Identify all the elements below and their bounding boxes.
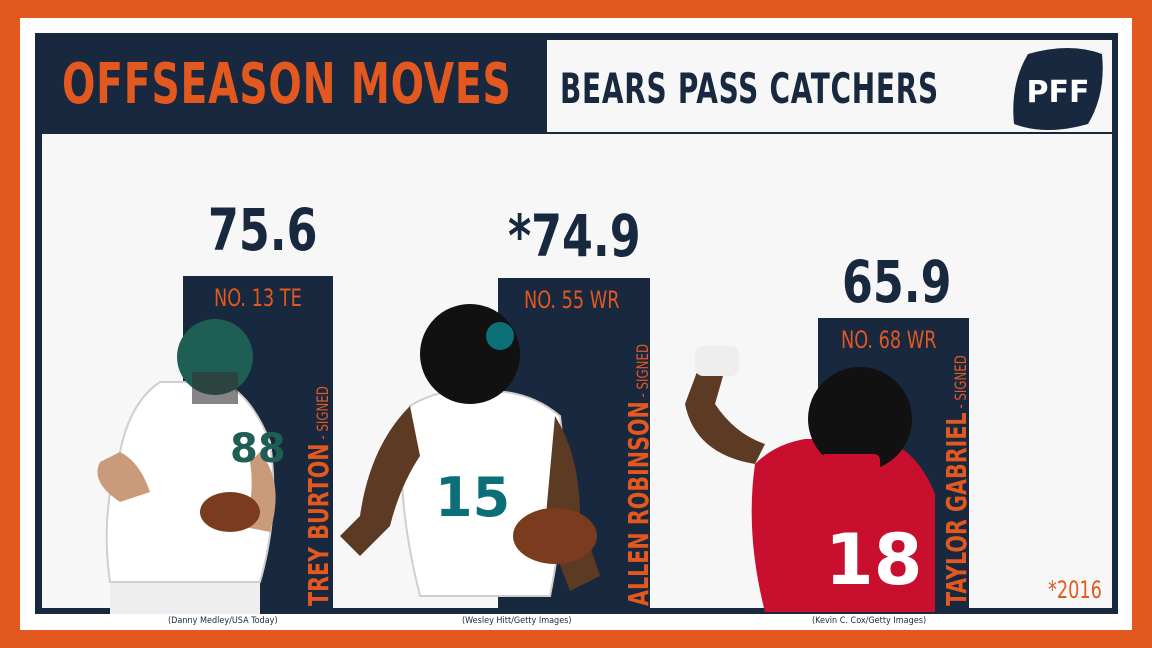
rank-taylor-gabriel: NO. 68 WR [841, 326, 937, 354]
rank-trey-burton: NO. 13 TE [214, 284, 302, 312]
pff-logo-text: PFF [1027, 75, 1090, 110]
grade-allen-robinson: *74.9 [508, 202, 641, 270]
rank-allen-robinson: NO. 55 WR [524, 286, 620, 314]
status-text: - SIGNED [951, 355, 970, 409]
player-photo-taylor-gabriel: 18 [685, 346, 935, 612]
photo-credit-taylor-gabriel: (Kevin C. Cox/Getty Images) [812, 616, 927, 626]
player-photo-trey-burton: 88 [97, 319, 286, 614]
name-text: ALLEN ROBINSON [622, 401, 655, 606]
grade-taylor-gabriel: 65.9 [842, 248, 952, 316]
pff-logo: PFF [1013, 48, 1103, 130]
title-box [42, 40, 541, 132]
page-subtitle: BEARS PASS CATCHERS [560, 64, 939, 113]
jersey-number: 88 [230, 426, 286, 472]
jersey-number: 18 [825, 519, 922, 601]
jersey-number: 15 [435, 466, 510, 529]
photo-credit-trey-burton: (Danny Medley/USA Today) [168, 616, 278, 626]
photo-credit-allen-robinson: (Wesley Hitt/Getty Images) [462, 616, 572, 626]
page-title: OFFSEASON MOVES [62, 52, 512, 117]
grade-trey-burton: 75.6 [208, 196, 318, 264]
player-photo-allen-robinson: 15 [340, 304, 600, 597]
name-allen-robinson: ALLEN ROBINSON - SIGNED [622, 344, 655, 606]
status-text: - SIGNED [633, 343, 652, 398]
footnote: *2016 [1048, 576, 1102, 604]
